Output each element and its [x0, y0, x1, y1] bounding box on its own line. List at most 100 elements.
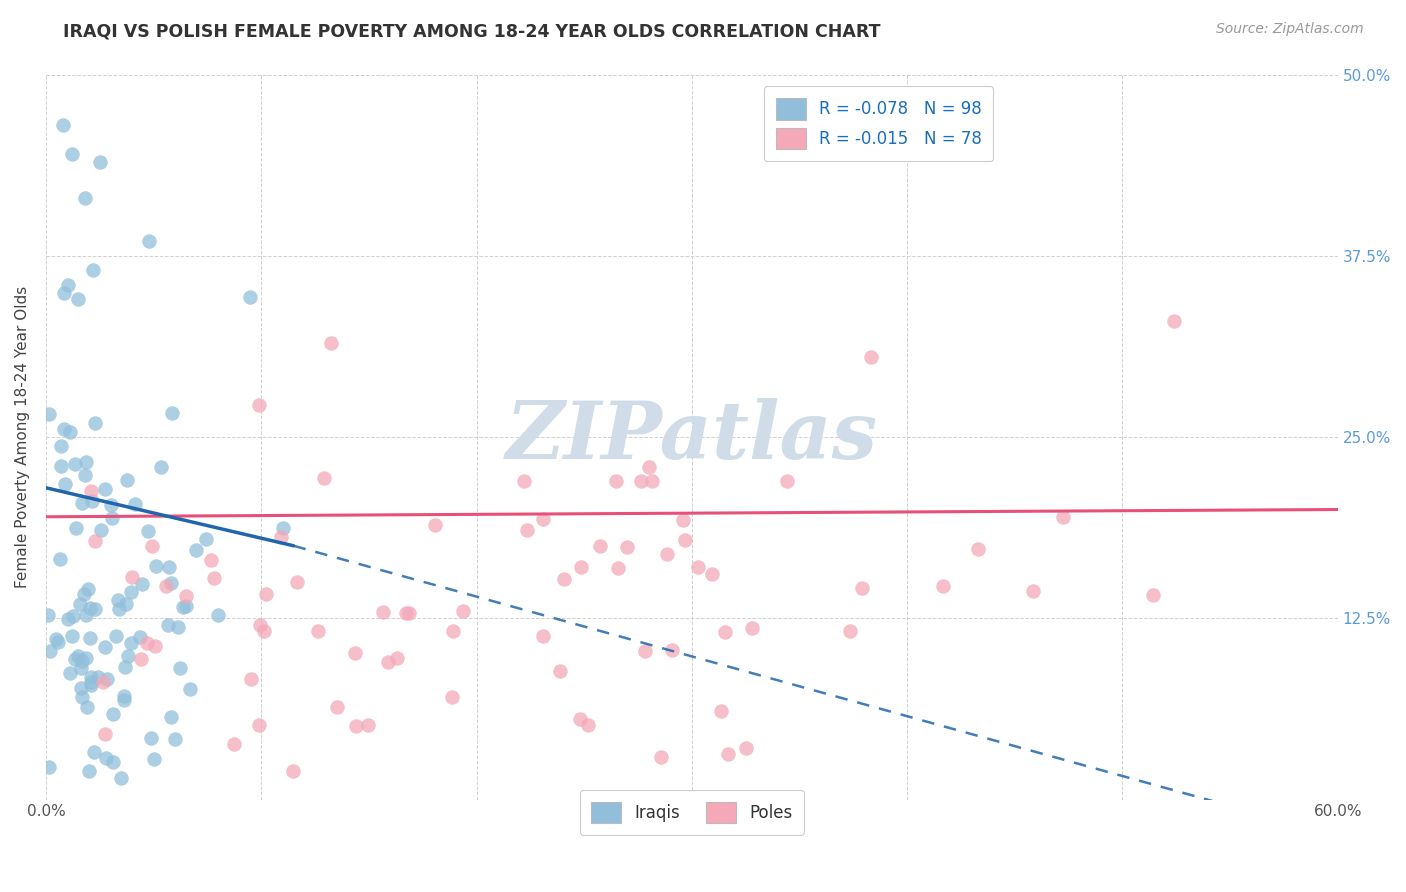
Point — [240, 672, 263, 686]
Point — [136, 636, 159, 650]
Point — [440, 690, 463, 704]
Point — [174, 599, 197, 614]
Point — [143, 639, 166, 653]
Point — [312, 471, 335, 485]
Point — [77, 764, 100, 778]
Point — [100, 511, 122, 525]
Point — [638, 460, 661, 475]
Point — [65, 521, 87, 535]
Point — [839, 624, 862, 639]
Point — [73, 191, 96, 205]
Point — [101, 706, 124, 721]
Point — [672, 513, 695, 527]
Point — [141, 540, 163, 554]
Point — [89, 154, 111, 169]
Point — [249, 618, 271, 632]
Point — [58, 612, 80, 626]
Point — [117, 648, 139, 663]
Point — [60, 629, 83, 643]
Point — [73, 586, 96, 600]
Point — [120, 636, 142, 650]
Point — [398, 606, 420, 620]
Point — [271, 521, 294, 535]
Point — [377, 655, 399, 669]
Legend: Iraqis, Poles: Iraqis, Poles — [579, 790, 804, 835]
Point — [75, 651, 97, 665]
Point — [179, 681, 201, 696]
Y-axis label: Female Poverty Among 18-24 Year Olds: Female Poverty Among 18-24 Year Olds — [15, 286, 30, 588]
Point — [931, 579, 953, 593]
Point — [80, 670, 103, 684]
Point — [571, 560, 593, 574]
Point — [37, 607, 59, 622]
Point — [45, 632, 67, 647]
Point — [451, 604, 474, 618]
Point — [172, 600, 194, 615]
Point — [46, 635, 69, 649]
Point — [344, 719, 367, 733]
Point — [200, 553, 222, 567]
Point — [65, 652, 87, 666]
Point — [114, 660, 136, 674]
Point — [75, 468, 97, 483]
Point — [174, 589, 197, 603]
Point — [93, 640, 115, 655]
Point — [673, 533, 696, 548]
Point — [115, 473, 138, 487]
Point — [1022, 584, 1045, 599]
Point — [160, 407, 183, 421]
Point — [239, 290, 262, 304]
Point — [641, 474, 664, 488]
Point — [53, 476, 76, 491]
Point — [69, 597, 91, 611]
Point — [576, 718, 599, 732]
Text: IRAQI VS POLISH FEMALE POVERTY AMONG 18-24 YEAR OLDS CORRELATION CHART: IRAQI VS POLISH FEMALE POVERTY AMONG 18-… — [63, 22, 880, 40]
Point — [60, 147, 83, 161]
Point — [79, 678, 101, 692]
Point — [94, 726, 117, 740]
Point — [72, 655, 94, 669]
Point — [108, 602, 131, 616]
Point — [605, 474, 627, 488]
Point — [553, 572, 575, 586]
Point — [70, 661, 93, 675]
Point — [49, 552, 72, 566]
Point — [169, 660, 191, 674]
Point — [131, 577, 153, 591]
Point — [717, 747, 740, 761]
Point — [84, 534, 107, 549]
Point — [513, 474, 536, 488]
Point — [69, 681, 91, 695]
Text: ZIPatlas: ZIPatlas — [506, 398, 877, 475]
Point — [91, 674, 114, 689]
Point — [253, 624, 276, 639]
Point — [39, 644, 62, 658]
Text: Source: ZipAtlas.com: Source: ZipAtlas.com — [1216, 22, 1364, 37]
Point — [101, 755, 124, 769]
Point — [655, 547, 678, 561]
Point — [157, 560, 180, 574]
Point — [82, 263, 104, 277]
Point — [75, 607, 97, 622]
Point — [56, 277, 79, 292]
Point — [441, 624, 464, 639]
Point — [425, 517, 447, 532]
Point — [254, 586, 277, 600]
Point — [1163, 314, 1185, 328]
Point — [38, 760, 60, 774]
Point — [634, 644, 657, 658]
Point — [77, 582, 100, 597]
Point — [531, 630, 554, 644]
Point — [630, 474, 652, 488]
Point — [66, 649, 89, 664]
Point — [307, 624, 329, 638]
Point — [247, 398, 270, 412]
Point — [741, 621, 763, 635]
Point — [107, 593, 129, 607]
Point — [395, 607, 418, 621]
Point — [100, 498, 122, 512]
Point — [285, 574, 308, 589]
Point — [136, 524, 159, 539]
Point — [70, 690, 93, 705]
Point — [714, 625, 737, 640]
